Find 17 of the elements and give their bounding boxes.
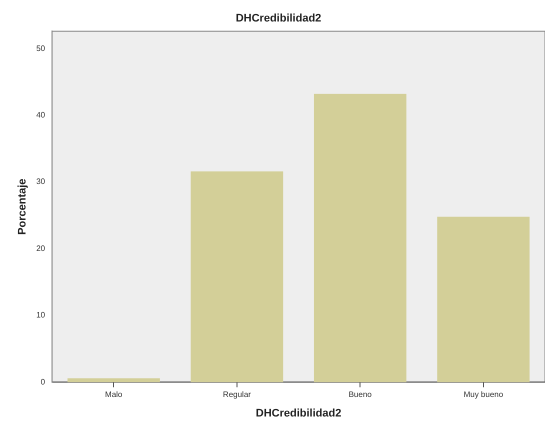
y-tick-label: 30: [36, 177, 46, 186]
bar: [314, 94, 406, 382]
bar: [190, 171, 284, 382]
x-tick-label: Muy bueno: [464, 390, 504, 400]
y-axis-title: Porcentaje: [16, 178, 29, 235]
x-tick-label: Malo: [105, 390, 123, 400]
y-tick-label: 10: [36, 310, 46, 320]
x-tick-label: Regular: [222, 390, 252, 400]
y-tick-label: 20: [36, 244, 46, 253]
chart-title: DHCredibilidad2: [236, 12, 322, 25]
y-tick-label: 50: [36, 44, 46, 53]
x-tick-label: Bueno: [348, 390, 372, 400]
y-tick-label: 40: [36, 110, 46, 120]
y-tick-label: 0: [40, 377, 46, 386]
bar: [437, 216, 530, 382]
x-axis-title: DHCredibilidad2: [256, 407, 342, 420]
bar: [68, 378, 160, 382]
